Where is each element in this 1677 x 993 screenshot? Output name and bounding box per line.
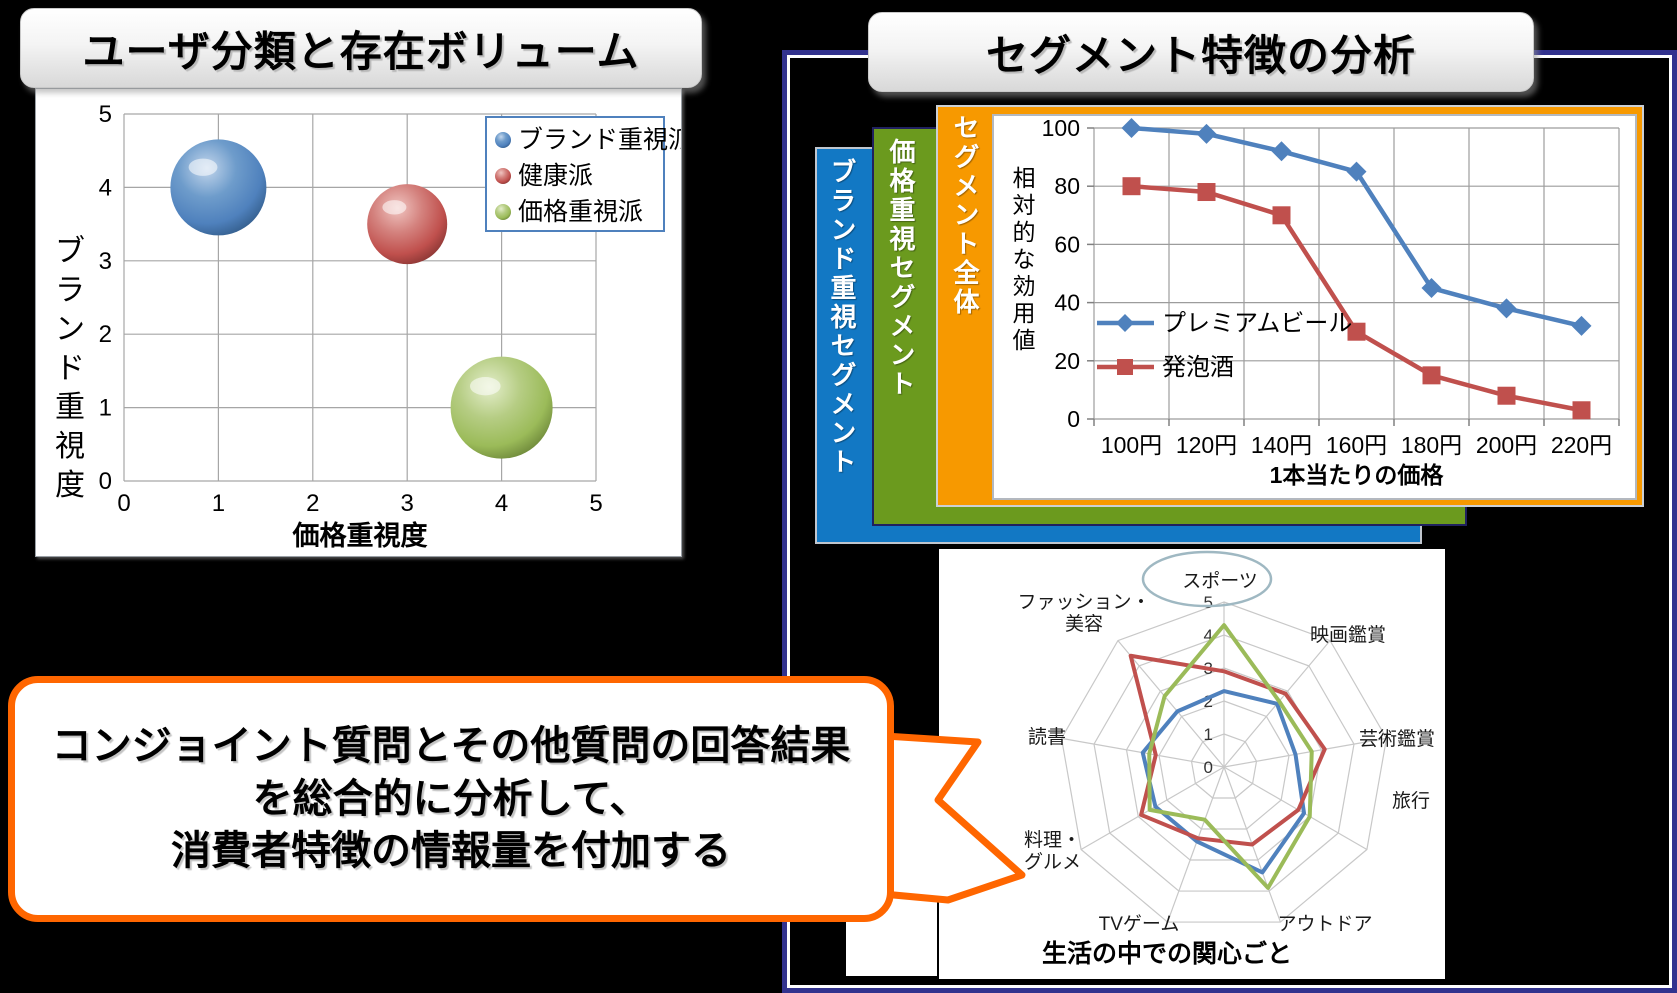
- svg-text:0: 0: [1067, 406, 1080, 432]
- svg-text:200円: 200円: [1476, 432, 1537, 458]
- svg-text:な: な: [1013, 246, 1036, 272]
- layer-label-brand-segment: ブランド重視セグメント: [827, 158, 857, 477]
- svg-text:価格重視度: 価格重視度: [292, 520, 428, 551]
- svg-text:プレミアムビール: プレミアムビール: [1162, 310, 1352, 337]
- svg-text:ラ: ラ: [55, 274, 85, 307]
- svg-text:1: 1: [1204, 725, 1213, 744]
- svg-text:2: 2: [1204, 692, 1213, 711]
- svg-text:5: 5: [1204, 593, 1213, 612]
- radar-series-0: [1140, 689, 1307, 875]
- line-chart-panel: 0 20 40 60 80 100 100円 120円 140円 160円 180円 200円 220円…: [992, 114, 1637, 500]
- radar-web: [1060, 601, 1388, 923]
- svg-text:140円: 140円: [1251, 432, 1312, 458]
- layer-label-all-segment: セグメント全体: [950, 114, 980, 317]
- svg-text:5: 5: [589, 490, 602, 517]
- line-chart: 0 20 40 60 80 100 100円 120円 140円 160円 180円 200円 220円…: [1013, 115, 1620, 488]
- line-grid: [1093, 127, 1620, 420]
- svg-text:スポーツ: スポーツ: [1182, 570, 1258, 592]
- bubble-series-0: [170, 139, 267, 236]
- svg-text:ブ: ブ: [55, 235, 85, 268]
- svg-text:4: 4: [495, 490, 508, 517]
- svg-text:1: 1: [212, 490, 225, 517]
- svg-text:対: 対: [1013, 192, 1036, 218]
- svg-text:美容: 美容: [1065, 613, 1103, 635]
- svg-text:2: 2: [99, 321, 112, 348]
- svg-text:180円: 180円: [1401, 432, 1462, 458]
- svg-text:用: 用: [1013, 300, 1036, 326]
- svg-text:100円: 100円: [1101, 432, 1162, 458]
- svg-text:芸術鑑賞: 芸術鑑賞: [1359, 728, 1435, 750]
- svg-text:4: 4: [1204, 626, 1213, 645]
- bubble-series-2: [450, 356, 553, 459]
- svg-text:4: 4: [99, 174, 112, 201]
- svg-text:発泡酒: 発泡酒: [1162, 354, 1234, 381]
- svg-text:グルメ: グルメ: [1024, 851, 1081, 873]
- svg-text:220円: 220円: [1551, 432, 1612, 458]
- svg-text:旅行: 旅行: [1392, 790, 1430, 812]
- svg-text:2: 2: [306, 490, 319, 517]
- svg-text:値: 値: [1013, 327, 1036, 353]
- svg-text:度: 度: [55, 469, 85, 502]
- speech-bubble-line: コンジョイント質問とその他質問の回答結果: [51, 723, 851, 768]
- radar-chart-panel: 0 1 2 3 4 5 スポーツ 映画鑑賞 芸術鑑賞 旅行 アウトドア TVゲーム 料理・ グルメ 読書 ファ…: [937, 547, 1447, 981]
- line-series-0: [1121, 118, 1592, 336]
- speech-bubble-line: を総合的に分析して、: [252, 776, 650, 821]
- svg-text:健康派: 健康派: [518, 162, 593, 190]
- svg-text:80: 80: [1054, 173, 1080, 199]
- svg-text:料理・: 料理・: [1024, 829, 1081, 851]
- layer-label-price-segment: 価格重視セグメント: [886, 138, 916, 399]
- svg-text:ド: ド: [55, 352, 85, 385]
- svg-text:重: 重: [55, 391, 85, 424]
- svg-text:効: 効: [1013, 273, 1036, 299]
- svg-text:20: 20: [1054, 348, 1080, 374]
- svg-text:視: 視: [55, 430, 85, 463]
- svg-text:3: 3: [99, 248, 112, 275]
- svg-text:価格重視派: 価格重視派: [518, 198, 643, 226]
- svg-text:120円: 120円: [1176, 432, 1237, 458]
- left-section-title: ユーザ分類と存在ボリューム: [20, 8, 702, 88]
- svg-text:ファッション・: ファッション・: [1017, 592, 1150, 613]
- speech-bubble: コンジョイント質問とその他質問の回答結果 を総合的に分析して、 消費者特徴の情報…: [8, 676, 894, 922]
- svg-text:100: 100: [1042, 116, 1080, 141]
- line-series-1: [1122, 177, 1591, 420]
- svg-text:160円: 160円: [1326, 432, 1387, 458]
- svg-text:1: 1: [99, 395, 112, 422]
- svg-text:読書: 読書: [1028, 726, 1066, 748]
- right-section-title: セグメント特徴の分析: [868, 12, 1534, 92]
- svg-text:ン: ン: [55, 313, 85, 346]
- svg-text:40: 40: [1054, 290, 1080, 316]
- svg-text:相: 相: [1013, 165, 1036, 191]
- svg-text:1本当たりの価格: 1本当たりの価格: [1270, 462, 1445, 488]
- svg-text:60: 60: [1054, 231, 1080, 257]
- svg-text:的: 的: [1013, 219, 1036, 245]
- svg-text:3: 3: [401, 490, 414, 517]
- svg-text:0: 0: [117, 490, 130, 517]
- speech-bubble-line: 消費者特徴の情報量を付加する: [171, 829, 731, 874]
- svg-text:TVゲーム: TVゲーム: [1099, 913, 1180, 935]
- svg-text:5: 5: [99, 101, 112, 128]
- svg-text:生活の中での関心ごと: 生活の中での関心ごと: [1042, 939, 1292, 968]
- svg-text:映画鑑賞: 映画鑑賞: [1310, 624, 1386, 646]
- svg-text:0: 0: [99, 468, 112, 495]
- radar-series-2: [1147, 623, 1314, 890]
- bubble-chart-panel: 0 1 2 3 4 5 0 1 2 3 4 5 価格重視度 ブランド重視度 ブランド重視派 健康派価格重視派: [35, 88, 693, 557]
- bubble-series-1: [367, 184, 448, 265]
- svg-text:0: 0: [1204, 758, 1213, 777]
- svg-text:ブランド重視派: ブランド重視派: [518, 126, 681, 154]
- svg-text:アウトドア: アウトドア: [1277, 914, 1372, 935]
- radar-chart: 012345スポーツ映画鑑賞芸術鑑賞旅行アウトドアTVゲーム料理・グルメ読書ファ…: [1017, 550, 1435, 968]
